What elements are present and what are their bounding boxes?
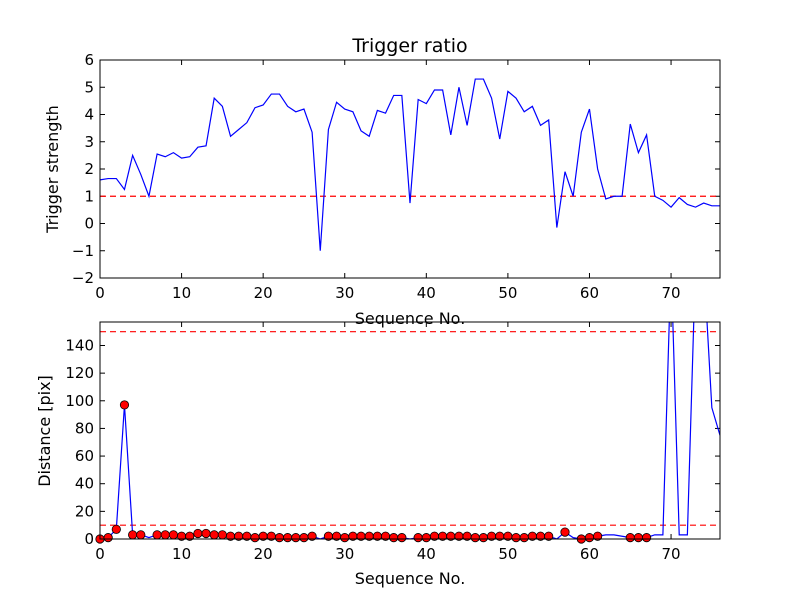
distance-marker <box>119 400 130 410</box>
distance-marker <box>625 533 635 543</box>
bottom-x-tick-label: 40 <box>417 545 436 563</box>
distance-marker <box>217 530 227 540</box>
distance-marker <box>544 531 554 541</box>
top-y-tick-label: 6 <box>84 51 94 69</box>
top-y-tick-label: 4 <box>84 106 94 124</box>
top-y-tick-label: −1 <box>72 242 94 260</box>
distance-marker <box>340 533 350 543</box>
distance-marker <box>478 533 489 543</box>
distance-marker <box>160 530 170 540</box>
bottom-y-tick-label: 100 <box>65 392 94 410</box>
top-y-tick-label: −2 <box>72 269 94 287</box>
distance-marker <box>470 533 480 543</box>
distance-marker <box>519 533 529 543</box>
trigger-strength-panel: Trigger ratio Sequence No. Trigger stren… <box>43 35 721 328</box>
bottom-y-tick-label: 60 <box>75 447 94 465</box>
bottom-x-axis-label: Sequence No. <box>355 569 466 588</box>
distance-marker <box>641 533 652 543</box>
top-y-tick-label: 2 <box>84 160 94 178</box>
bottom-y-tick-label: 20 <box>75 502 94 520</box>
bottom-x-tick-label: 50 <box>498 545 517 563</box>
distance-marker <box>201 528 211 539</box>
top-x-tick-label: 30 <box>335 284 354 302</box>
top-series-line <box>99 78 720 251</box>
distance-panel: Sequence No. Distance [pix] 0 10 20 30 40 50 6… <box>35 321 721 588</box>
top-x-axis-label: Sequence No. <box>355 309 466 328</box>
distance-marker <box>185 531 195 541</box>
distance-marker <box>128 530 138 540</box>
distance-marker <box>511 533 521 543</box>
bottom-x-tick-label: 30 <box>335 545 354 563</box>
top-y-tick-label: 1 <box>84 187 94 205</box>
top-x-tick-label: 0 <box>95 284 105 302</box>
top-y-tick-label: 3 <box>84 133 94 151</box>
top-x-tick-label: 70 <box>662 284 681 302</box>
top-plot-frame <box>99 59 721 279</box>
distance-marker <box>111 524 121 534</box>
top-x-tick-label: 50 <box>498 284 517 302</box>
distance-marker <box>560 527 570 537</box>
distance-marker <box>593 531 603 541</box>
bottom-y-tick-label: 140 <box>65 336 94 354</box>
distance-marker <box>413 533 423 543</box>
bottom-y-tick-label: 80 <box>75 419 94 437</box>
distance-marker <box>291 533 301 543</box>
distance-marker <box>283 533 293 543</box>
distance-marker <box>274 533 285 543</box>
distance-marker <box>152 530 162 540</box>
distance-marker <box>397 533 407 543</box>
distance-marker <box>584 533 595 543</box>
distance-marker <box>168 530 179 540</box>
distance-marker <box>193 528 203 539</box>
bottom-x-tick-label: 20 <box>254 545 273 563</box>
distance-marker <box>136 530 146 540</box>
distance-marker <box>633 533 644 543</box>
distance-marker <box>307 531 317 541</box>
distance-marker <box>421 533 431 543</box>
bottom-y-tick-label: 120 <box>65 364 94 382</box>
top-y-axis-label: Trigger strength <box>43 105 62 234</box>
distance-marker <box>250 533 260 543</box>
bottom-x-tick-label: 60 <box>580 545 599 563</box>
bottom-series-line <box>100 322 720 539</box>
top-y-tick-label: 5 <box>84 78 94 96</box>
top-x-tick-label: 40 <box>417 284 436 302</box>
bottom-y-axis-label: Distance [pix] <box>35 375 54 487</box>
top-x-tick-label: 20 <box>254 284 273 302</box>
top-x-tick-label: 10 <box>172 284 191 302</box>
bottom-x-tick-label: 70 <box>662 545 681 563</box>
top-x-tick-label: 60 <box>580 284 599 302</box>
distance-marker <box>103 533 113 543</box>
distance-marker <box>299 533 309 543</box>
distance-marker <box>389 533 399 543</box>
bottom-plot-frame <box>99 321 721 540</box>
chart-title: Trigger ratio <box>351 35 467 57</box>
bottom-x-tick-label: 10 <box>172 545 191 563</box>
top-y-tick-label: 0 <box>84 215 94 233</box>
bottom-y-tick-label: 0 <box>84 530 94 548</box>
bottom-y-tick-label: 40 <box>75 475 94 493</box>
distance-marker <box>209 530 219 540</box>
bottom-x-tick-label: 0 <box>95 545 105 563</box>
